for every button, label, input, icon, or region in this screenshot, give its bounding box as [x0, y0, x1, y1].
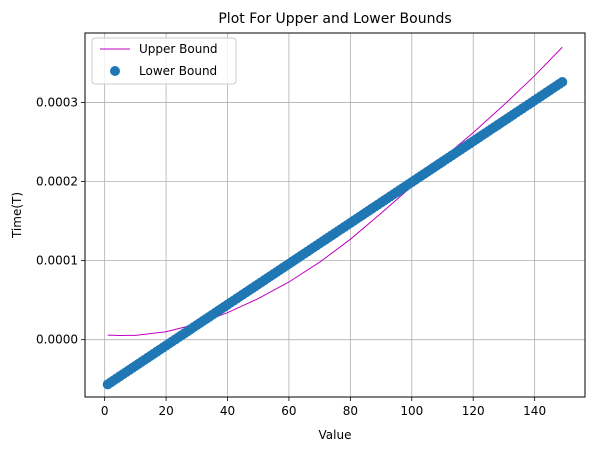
y-tick-label: 0.0000	[36, 333, 78, 347]
legend-label-lower-bound: Lower Bound	[139, 64, 217, 78]
lower-bound-series	[102, 77, 568, 390]
y-axis-label: Time(T)	[10, 192, 24, 239]
legend: Upper Bound Lower Bound	[91, 37, 237, 85]
x-tick-label: 40	[220, 404, 235, 418]
y-axis: 0.0000 0.0001 0.0002 0.0003	[36, 96, 85, 347]
plot-background	[85, 33, 585, 397]
x-tick-label: 100	[400, 404, 423, 418]
chart-title: Plot For Upper and Lower Bounds	[218, 11, 451, 27]
upper-bound-line	[107, 46, 563, 337]
plot-frame	[84, 32, 586, 398]
y-tick-label: 0.0002	[36, 175, 78, 189]
x-axis: 0 20 40 60 80 100 120 140	[101, 397, 546, 418]
plot-area	[84, 32, 586, 398]
x-axis-label: Value	[319, 428, 352, 442]
upper-bound-series	[107, 46, 563, 337]
y-tick-label: 0.0003	[36, 96, 78, 110]
x-tick-label: 140	[523, 404, 546, 418]
x-tick-label: 80	[343, 404, 358, 418]
legend-swatch-lower-bound	[110, 66, 120, 76]
x-tick-label: 0	[101, 404, 109, 418]
lower-bound-point	[557, 77, 568, 88]
y-tick-label: 0.0001	[36, 254, 78, 268]
legend-label-upper-bound: Upper Bound	[139, 42, 218, 56]
x-tick-label: 20	[158, 404, 173, 418]
x-tick-label: 120	[462, 404, 485, 418]
x-tick-label: 60	[281, 404, 296, 418]
